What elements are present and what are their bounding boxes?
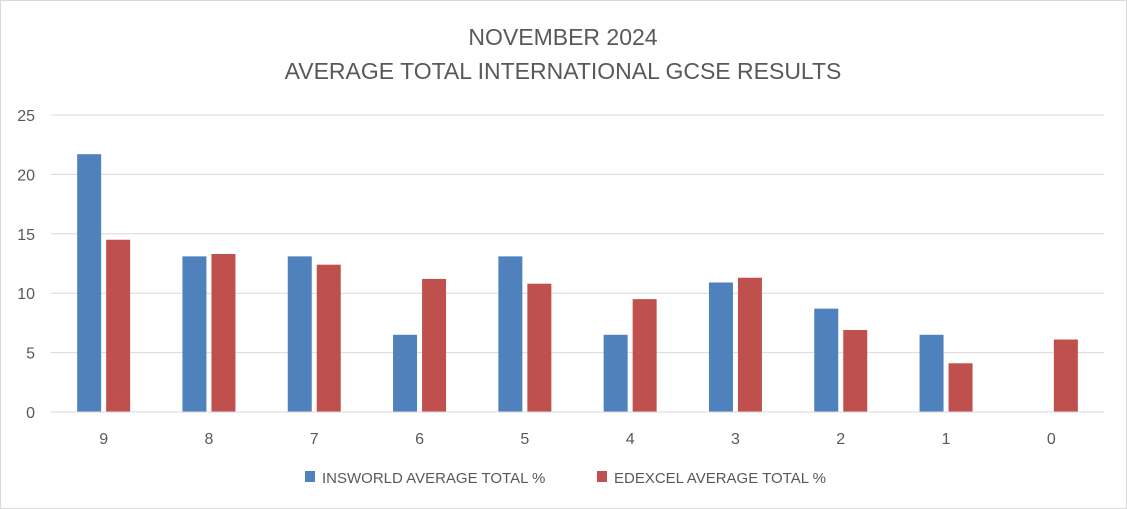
bar-edexcel-1 [948, 363, 973, 412]
bar-edexcel-2 [843, 330, 868, 412]
y-tick-label: 0 [26, 405, 35, 422]
legend: INSWORLD AVERAGE TOTAL % EDEXCEL AVERAGE … [305, 470, 826, 487]
bar-insworld-6 [393, 334, 418, 412]
x-tick-label: 9 [99, 431, 108, 448]
legend-label: INSWORLD AVERAGE TOTAL % [322, 470, 545, 487]
bar-insworld-1 [919, 334, 944, 412]
x-tick-label: 5 [520, 431, 529, 448]
y-tick-labels: 0 5 10 15 20 25 [17, 108, 35, 422]
bar-edexcel-3 [737, 277, 762, 412]
x-tick-label: 6 [415, 431, 424, 448]
bar-edexcel-5 [527, 283, 552, 412]
bar-edexcel-9 [106, 239, 131, 412]
y-tick-label: 10 [17, 286, 35, 303]
x-tick-label: 2 [836, 431, 845, 448]
x-tick-label: 0 [1047, 431, 1056, 448]
bar-edexcel-7 [316, 264, 341, 412]
bar-edexcel-4 [632, 299, 657, 412]
legend-label: EDEXCEL AVERAGE TOTAL % [614, 470, 826, 487]
x-tick-labels: 9 8 7 6 5 4 3 2 1 0 [99, 431, 1056, 448]
x-tick-label: 8 [204, 431, 213, 448]
legend-swatch [597, 471, 607, 482]
bar-edexcel-0 [1053, 339, 1078, 412]
bar-edexcel-6 [422, 278, 447, 412]
y-tick-label: 15 [17, 227, 35, 244]
bar-insworld-5 [498, 256, 523, 412]
y-tick-label: 5 [26, 346, 35, 363]
x-tick-label: 7 [310, 431, 319, 448]
bar-insworld-2 [814, 308, 839, 412]
gridlines [51, 114, 1104, 413]
x-tick-label: 3 [731, 431, 740, 448]
chart-title-line-1: NOVEMBER 2024 [468, 24, 657, 50]
bar-insworld-4 [603, 334, 628, 412]
x-tick-label: 1 [942, 431, 951, 448]
bar-insworld-8 [182, 256, 207, 412]
chart-title-line-2: AVERAGE TOTAL INTERNATIONAL GCSE RESULTS [285, 58, 842, 84]
bars [51, 154, 1104, 413]
bar-insworld-3 [708, 282, 733, 412]
legend-swatch [305, 471, 315, 482]
bar-insworld-7 [287, 256, 312, 412]
x-tick-label: 4 [626, 431, 635, 448]
y-tick-label: 25 [17, 108, 35, 125]
y-tick-label: 20 [17, 167, 35, 184]
bar-insworld-9 [77, 154, 102, 413]
bar-edexcel-8 [211, 253, 236, 412]
